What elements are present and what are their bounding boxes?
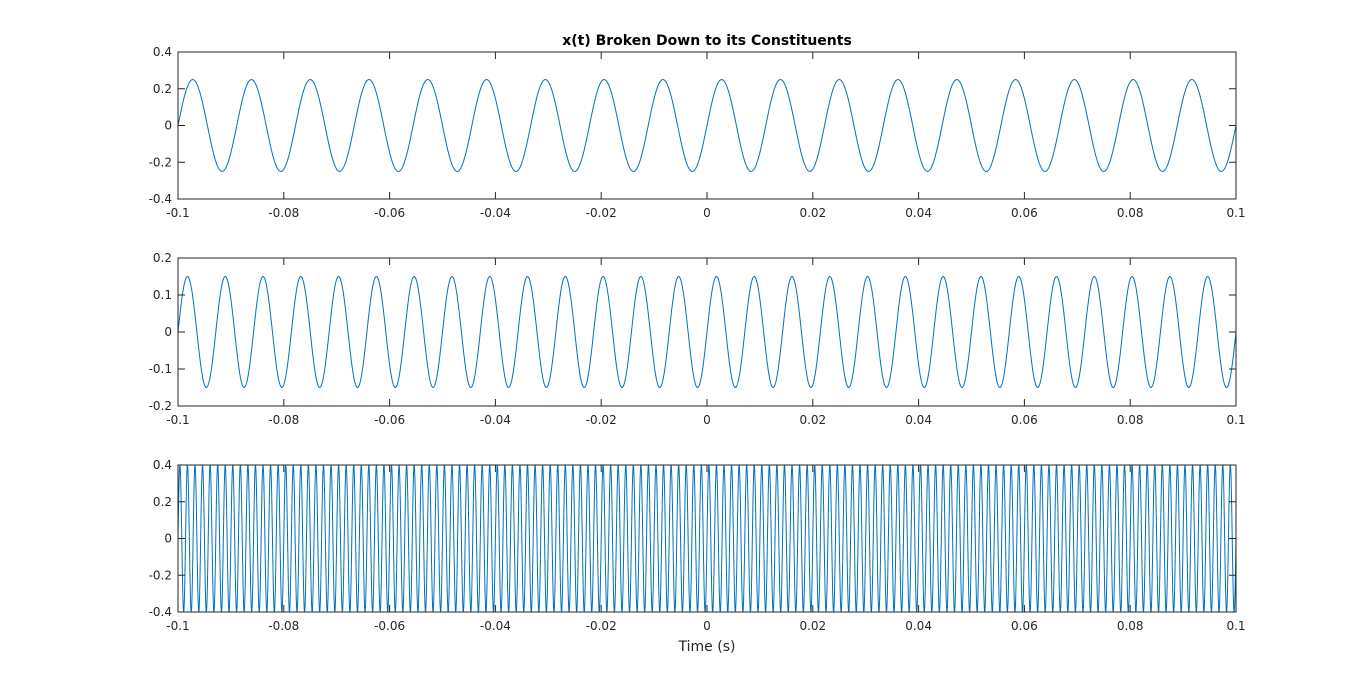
x-tick-label: 0.08 [1117, 206, 1144, 220]
subplot-3: -0.1 -0.08 -0.06 -0.04 -0.02 0 0.02 0.04 0.06 0.0… [149, 458, 1246, 655]
x-tick-label: 0.04 [905, 619, 932, 633]
x-tick-label: 0.08 [1117, 619, 1144, 633]
y-tick-label: 0 [164, 532, 172, 546]
x-tick-label: 0 [703, 413, 711, 427]
x-tick-label: -0.04 [480, 206, 511, 220]
x-tick-label: 0 [703, 619, 711, 633]
series-line-1 [177, 464, 1237, 613]
y-tick-label: 0 [164, 119, 172, 133]
x-tick-label: -0.02 [586, 206, 617, 220]
series-line-1 [177, 276, 1237, 388]
x-tick-label: -0.1 [166, 206, 189, 220]
x-tick-label: -0.08 [268, 413, 299, 427]
x-tick-label: 0.08 [1117, 413, 1144, 427]
y-tick-label: -0.4 [149, 605, 172, 619]
x-tick-label: -0.04 [480, 619, 511, 633]
x-tick-label: -0.02 [586, 619, 617, 633]
x-tick-label: 0.04 [905, 206, 932, 220]
x-tick-label: -0.08 [268, 619, 299, 633]
y-tick-label: 0.4 [153, 45, 172, 59]
x-tick-label: 0.02 [799, 206, 826, 220]
x-tick-label: 0.06 [1011, 206, 1038, 220]
y-tick-label: -0.2 [149, 568, 172, 582]
x-tick-label: 0.1 [1226, 206, 1245, 220]
x-tick-label: 0.02 [799, 619, 826, 633]
x-tick-label: -0.1 [166, 413, 189, 427]
y-tick-label: 0.2 [153, 251, 172, 265]
subplot-1: -0.1 -0.08 -0.06 -0.04 -0.02 0 0.02 0.04 0.06 0.0… [149, 33, 1246, 220]
x-tick-label: -0.1 [166, 619, 189, 633]
chart-title: x(t) Broken Down to its Constituents [562, 33, 852, 49]
x-tick-label: -0.06 [374, 413, 405, 427]
x-tick-label: 0.04 [905, 413, 932, 427]
x-tick-label: 0.02 [799, 413, 826, 427]
y-tick-label: 0.2 [153, 82, 172, 96]
x-tick-label: -0.06 [374, 206, 405, 220]
x-tick-label: 0.06 [1011, 413, 1038, 427]
x-axis-label: Time (s) [678, 639, 736, 655]
y-tick-label: 0 [164, 325, 172, 339]
subplot-2: -0.1 -0.08 -0.06 -0.04 -0.02 0 0.02 0.04 0.06 0.0… [149, 251, 1246, 427]
y-tick-label: -0.2 [149, 399, 172, 413]
x-tick-label: 0.1 [1226, 413, 1245, 427]
x-tick-label: -0.04 [480, 413, 511, 427]
y-tick-label: -0.4 [149, 192, 172, 206]
y-tick-label: -0.1 [149, 362, 172, 376]
x-tick-label: -0.02 [586, 413, 617, 427]
x-tick-label: 0.1 [1226, 619, 1245, 633]
y-tick-label: 0.2 [153, 495, 172, 509]
x-tick-label: 0.06 [1011, 619, 1038, 633]
y-tick-label: 0.1 [153, 288, 172, 302]
y-tick-label: -0.2 [149, 155, 172, 169]
x-tick-label: 0 [703, 206, 711, 220]
y-tick-label: 0.4 [153, 458, 172, 472]
x-tick-label: -0.06 [374, 619, 405, 633]
x-tick-label: -0.08 [268, 206, 299, 220]
series-line-1 [177, 79, 1237, 172]
